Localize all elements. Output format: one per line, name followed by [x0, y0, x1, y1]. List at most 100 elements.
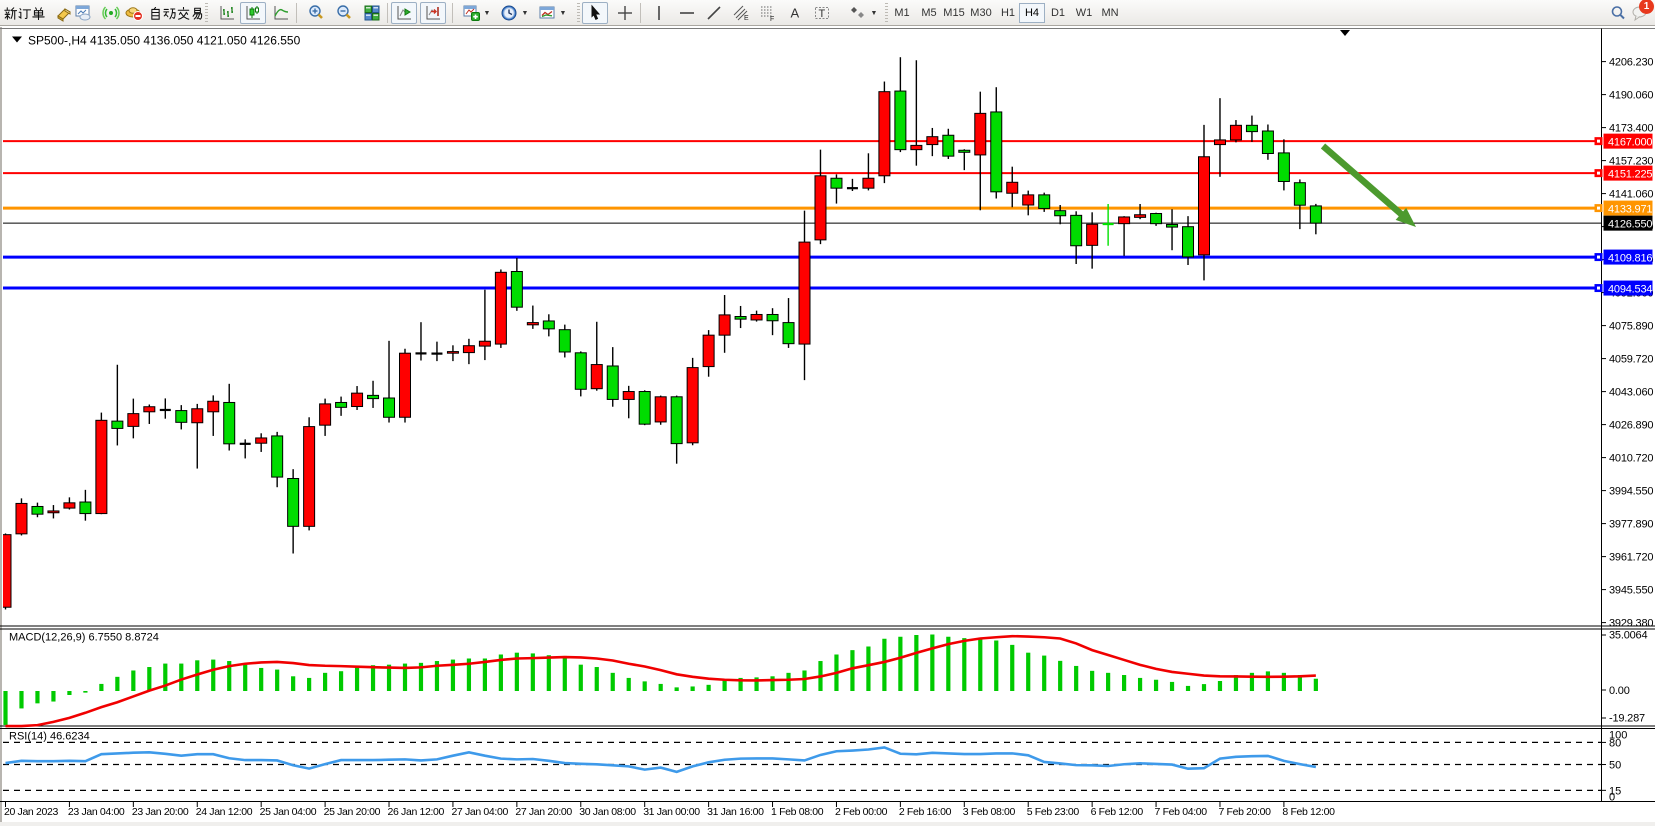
svg-text:SP500-,H4 4135.050 4136.050 4: SP500-,H4 4135.050 4136.050 4121.050 412…	[28, 34, 301, 48]
toolbar-separator	[640, 3, 641, 23]
indicators-button[interactable]: ▼	[458, 2, 494, 24]
cursor-icon	[586, 4, 604, 22]
svg-text:4094.534: 4094.534	[1608, 283, 1652, 295]
svg-text:1 Feb 08:00: 1 Feb 08:00	[771, 806, 824, 818]
search-icon	[1609, 4, 1627, 22]
price-axis[interactable]: 4206.230 4190.060 4173.400 4157.230 4141.060…	[1594, 57, 1654, 630]
search-button[interactable]	[1606, 2, 1630, 24]
cursor-button[interactable]	[582, 2, 608, 24]
new-order-label	[3, 6, 45, 20]
svg-text:7 Feb 20:00: 7 Feb 20:00	[1218, 806, 1271, 818]
toolbar-separator	[452, 3, 453, 23]
svg-text:8 Feb 12:00: 8 Feb 12:00	[1282, 806, 1335, 818]
trendline-button[interactable]	[701, 2, 727, 24]
svg-text:E: E	[744, 15, 749, 22]
rsi-level-lines	[3, 741, 1602, 791]
svg-text:3 Feb 08:00: 3 Feb 08:00	[963, 806, 1016, 818]
svg-text:4133.971: 4133.971	[1608, 203, 1652, 215]
timeframe-mn-button[interactable]: MN	[1101, 7, 1119, 19]
line-chart-button[interactable]	[268, 2, 294, 24]
channel-button[interactable]: E	[728, 2, 754, 24]
auto-trading-button[interactable]	[124, 2, 205, 24]
price-badges: 4167.000 4151.225 4133.971 4109.816 4094.534…	[1594, 133, 1653, 296]
periods-button[interactable]: ▼	[496, 2, 532, 24]
svg-text:20 Jan 2023: 20 Jan 2023	[4, 806, 58, 818]
auto-scroll-icon	[395, 4, 413, 22]
timeframe-w1-button[interactable]: W1	[1075, 7, 1093, 19]
chart-shift-button[interactable]	[420, 2, 446, 24]
signal-button[interactable]	[98, 2, 124, 24]
new-order-button[interactable]	[2, 2, 74, 24]
chart-shift-icon	[424, 4, 442, 22]
price-chart[interactable]: SP500-,H4 4135.050 4136.050 4121.050 412…	[0, 27, 1655, 826]
timeframe-h4-button[interactable]: H4	[1019, 3, 1045, 23]
toolbar-grip[interactable]	[884, 3, 889, 23]
signal-icon	[102, 4, 120, 22]
svg-text:4157.230: 4157.230	[1609, 156, 1653, 168]
svg-text:100: 100	[1609, 730, 1627, 742]
svg-text:4141.060: 4141.060	[1609, 189, 1653, 201]
svg-text:26 Jan 12:00: 26 Jan 12:00	[388, 806, 445, 818]
line-chart-icon	[272, 4, 290, 22]
svg-text:4151.225: 4151.225	[1608, 168, 1652, 180]
arrows-button[interactable]: ▼	[845, 2, 881, 24]
svg-text:31 Jan 16:00: 31 Jan 16:00	[707, 806, 764, 818]
templates-button[interactable]: ▼	[534, 2, 570, 24]
notification-badge: 1	[1639, 0, 1654, 14]
zoom-out-icon	[335, 4, 353, 22]
svg-text:A: A	[791, 6, 800, 21]
notifications-button[interactable]: 1	[1630, 0, 1654, 24]
svg-text:30 Jan 08:00: 30 Jan 08:00	[579, 806, 636, 818]
vertical-line-icon	[650, 4, 668, 22]
svg-text:50: 50	[1609, 760, 1621, 772]
zoom-out-button[interactable]	[331, 2, 357, 24]
trendline-icon	[705, 4, 723, 22]
tile-windows-button[interactable]	[359, 2, 385, 24]
svg-text:4043.060: 4043.060	[1609, 387, 1653, 399]
auto-scroll-button[interactable]	[391, 2, 417, 24]
timeframe-m15-button[interactable]: M15	[943, 7, 965, 19]
svg-text:3961.720: 3961.720	[1609, 552, 1653, 564]
candle-chart-button[interactable]	[240, 2, 266, 24]
candles-series	[3, 57, 1322, 610]
chart-window[interactable]: SP500-,H4 4135.050 4136.050 4121.050 412…	[0, 27, 1655, 826]
time-axis[interactable]: 20 Jan 2023 23 Jan 04:00 23 Jan 20:00 24 Ja…	[4, 802, 1335, 818]
macd-histogram	[3, 634, 1318, 725]
svg-text:4026.890: 4026.890	[1609, 420, 1653, 432]
svg-text:T: T	[819, 8, 826, 20]
text-label-icon: T	[813, 4, 831, 22]
svg-text:4010.720: 4010.720	[1609, 453, 1653, 465]
auto-trading-icon	[125, 4, 143, 22]
chart-shift-marker[interactable]	[1340, 30, 1350, 36]
svg-text:3994.550: 3994.550	[1609, 486, 1653, 498]
horizontal-line-icon	[678, 4, 696, 22]
svg-text:4206.230: 4206.230	[1609, 57, 1653, 69]
trend-arrow-annotation[interactable]	[1320, 143, 1416, 227]
svg-text:0: 0	[1609, 792, 1615, 804]
text-label-button[interactable]: T	[809, 2, 835, 24]
timeframe-m30-button[interactable]: M30	[970, 7, 992, 19]
bar-chart-button[interactable]	[214, 2, 240, 24]
svg-text:F: F	[770, 16, 774, 22]
rsi-pane	[3, 741, 1602, 791]
svg-text:25 Jan 20:00: 25 Jan 20:00	[324, 806, 381, 818]
timeframe-m1-button[interactable]: M1	[894, 7, 910, 19]
toolbar-grip[interactable]	[204, 3, 209, 23]
timeframe-d1-button[interactable]: D1	[1050, 7, 1066, 19]
vertical-line-button[interactable]	[646, 2, 672, 24]
crosshair-button[interactable]	[612, 2, 638, 24]
text-button[interactable]: A	[782, 2, 808, 24]
svg-text:27 Jan 04:00: 27 Jan 04:00	[451, 806, 508, 818]
svg-text:MACD(12,26,9) 6.7550 8.8724: MACD(12,26,9) 6.7550 8.8724	[9, 632, 159, 644]
svg-text:7 Feb 04:00: 7 Feb 04:00	[1155, 806, 1208, 818]
zoom-in-button[interactable]	[303, 2, 329, 24]
auto-trading-label	[148, 6, 204, 20]
horizontal-line-button[interactable]	[674, 2, 700, 24]
chart-window-button[interactable]	[70, 2, 96, 24]
toolbar-grip[interactable]	[576, 3, 581, 23]
svg-text:4075.890: 4075.890	[1609, 321, 1653, 333]
indicators-icon	[462, 4, 480, 22]
fibonacci-button[interactable]: F	[755, 2, 781, 24]
timeframe-h1-button[interactable]: H1	[1000, 7, 1016, 19]
timeframe-m5-button[interactable]: M5	[921, 7, 937, 19]
